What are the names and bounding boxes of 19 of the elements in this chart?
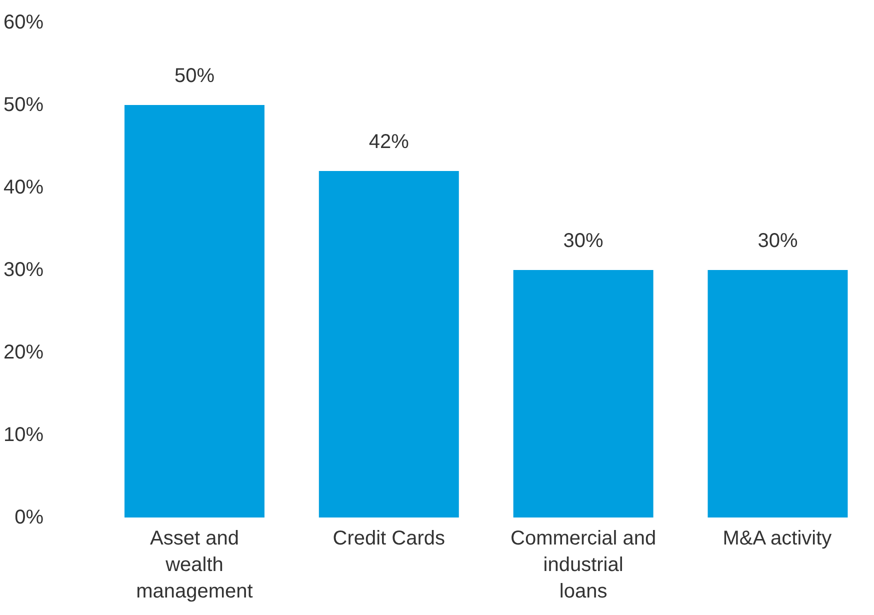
- data-label: 30%: [758, 230, 798, 252]
- data-label: 30%: [563, 230, 604, 252]
- y-tick-label: 20%: [3, 342, 44, 364]
- bar: [318, 171, 459, 518]
- data-label: 42%: [368, 131, 410, 153]
- bar: [124, 105, 264, 518]
- y-tick-label: 50%: [3, 94, 44, 116]
- y-tick-label: 10%: [3, 424, 44, 446]
- y-tick-label: 0%: [14, 506, 44, 528]
- x-tick-label: M&A activity: [722, 528, 832, 550]
- data-label: 50%: [174, 65, 215, 87]
- x-tick-label: Credit Cards: [332, 528, 446, 550]
- y-tick-label: 30%: [3, 259, 44, 281]
- bar: [708, 270, 848, 518]
- x-tick-label: Asset and wealth management: [136, 528, 254, 602]
- y-tick-label: 60%: [3, 12, 44, 34]
- x-tick-label: Commercial and industrial loans: [510, 528, 656, 602]
- y-tick-label: 40%: [3, 176, 44, 198]
- bar: [513, 270, 654, 518]
